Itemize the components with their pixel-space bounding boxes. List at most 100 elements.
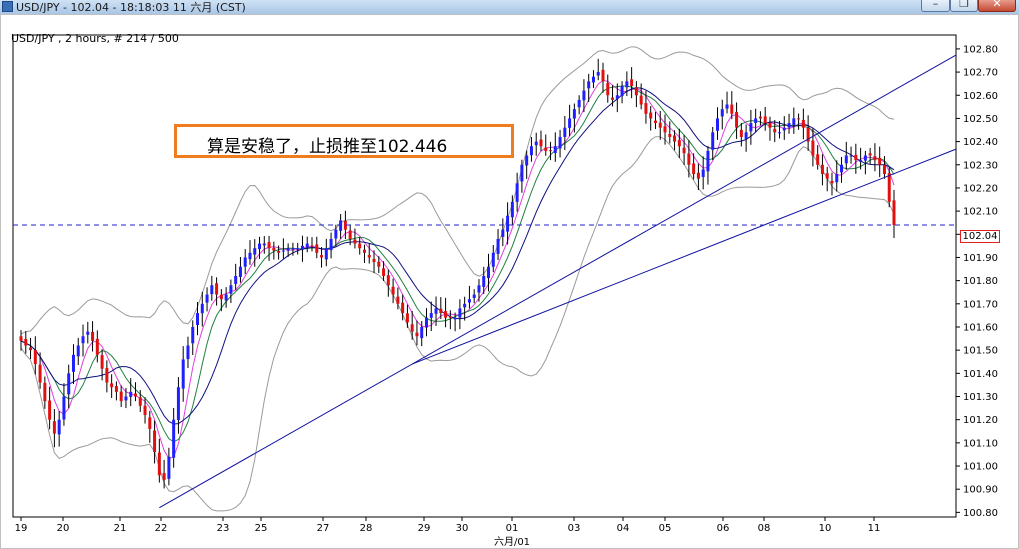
candle [649, 106, 653, 131]
candle-body-up [620, 85, 624, 97]
y-tick-label: 102.20 [963, 183, 998, 194]
candle [157, 438, 161, 483]
plot-frame [12, 34, 957, 518]
candle-body-down [110, 383, 114, 388]
candle-body-down [353, 239, 357, 244]
candle [71, 344, 75, 385]
y-tick-label: 100.90 [963, 485, 998, 496]
candle [506, 202, 510, 245]
chart-window[interactable]: 102.80 102.70 102.60 102.50 102.40 102.30 102.… [0, 14, 1019, 549]
candle [229, 279, 233, 304]
candle-body-down [806, 127, 810, 142]
candle [334, 224, 338, 247]
y-tick-label: 101.40 [963, 369, 998, 380]
candle-body-up [129, 391, 133, 397]
candle [105, 360, 109, 393]
candle-body-up [572, 109, 576, 119]
candle-body-down [143, 405, 147, 416]
candle-body-up [191, 326, 195, 344]
candle-body-down [825, 173, 829, 179]
y-tick-label: 102.70 [963, 68, 998, 79]
candle [658, 110, 662, 140]
candle [467, 285, 471, 309]
candle-body-up [496, 238, 500, 254]
y-tick-label: 102.10 [963, 207, 998, 218]
candle [253, 239, 257, 267]
candle-body-down [100, 355, 104, 369]
candle [172, 407, 176, 468]
candle-body-down [215, 283, 219, 295]
candle-body-up [224, 294, 228, 301]
candle-body-up [291, 248, 295, 250]
y-tick-label: 101.70 [963, 299, 998, 310]
trendline-upper [411, 148, 957, 365]
candle [735, 102, 739, 139]
candle-body-down [24, 338, 28, 346]
chart-app-icon[interactable] [2, 1, 13, 12]
candle [138, 390, 142, 412]
candle [324, 238, 328, 267]
candle [801, 108, 805, 140]
candle [434, 296, 438, 326]
candle [358, 237, 362, 255]
candle [510, 195, 514, 226]
candle-body-up [434, 308, 438, 314]
candle-body-down [887, 173, 891, 202]
candle-body-up [720, 109, 724, 117]
candle-body-down [277, 250, 281, 253]
candle-body-down [95, 338, 99, 355]
candle-body-down [310, 245, 314, 247]
candle [133, 382, 137, 402]
candle [95, 330, 99, 363]
x-tick-label: 10 [819, 523, 832, 534]
window-title: USD/JPY - 102.04 - 18:18:03 11 六月 (CST) [16, 1, 246, 14]
candle [124, 387, 128, 409]
candle-body-up [296, 248, 300, 250]
candle-body-up [200, 303, 204, 314]
minimize-icon: – [932, 0, 939, 10]
candle [315, 236, 319, 259]
x-tick-label: 23 [217, 523, 230, 534]
x-date-sublabel: 六月/01 [494, 536, 530, 548]
candle-body-down [391, 286, 395, 295]
candle-body-up [792, 118, 796, 126]
candlestick-chart[interactable]: 102.80 102.70 102.60 102.50 102.40 102.30 102.… [1, 15, 1018, 548]
candle-body-up [167, 456, 171, 479]
candle [634, 81, 638, 108]
candle [892, 190, 896, 239]
candle [348, 224, 352, 246]
candle-body-down [763, 116, 767, 124]
candle [816, 145, 820, 170]
candle-body-down [162, 473, 166, 480]
candle-body-up [62, 396, 66, 420]
candle [849, 146, 853, 164]
candle [372, 250, 376, 274]
candle-body-up [238, 266, 242, 278]
candle-body-down [868, 153, 872, 156]
candle-body-up [420, 326, 424, 339]
candle [33, 336, 37, 375]
candle-body-up [863, 155, 867, 161]
candle [196, 302, 200, 336]
candle-body-down [687, 153, 691, 165]
candle [882, 156, 886, 179]
candle-body-down [739, 129, 743, 137]
restore-button[interactable]: ❐ [950, 0, 978, 12]
candle [215, 277, 219, 306]
candle [715, 107, 719, 140]
candle [391, 278, 395, 304]
candle-body-up [787, 123, 791, 128]
candle-body-up [778, 132, 782, 134]
candle [29, 337, 33, 359]
candle [339, 213, 343, 239]
candle-body-up [472, 294, 476, 299]
minimize-button[interactable]: – [921, 0, 950, 12]
candle [401, 294, 405, 321]
candle-body-down [549, 150, 553, 152]
candle-body-down [653, 120, 657, 124]
close-button[interactable]: ✕ [978, 0, 1016, 12]
candle [377, 256, 381, 274]
candle [601, 62, 605, 93]
candle [677, 128, 681, 159]
candle-body-down [320, 255, 324, 258]
